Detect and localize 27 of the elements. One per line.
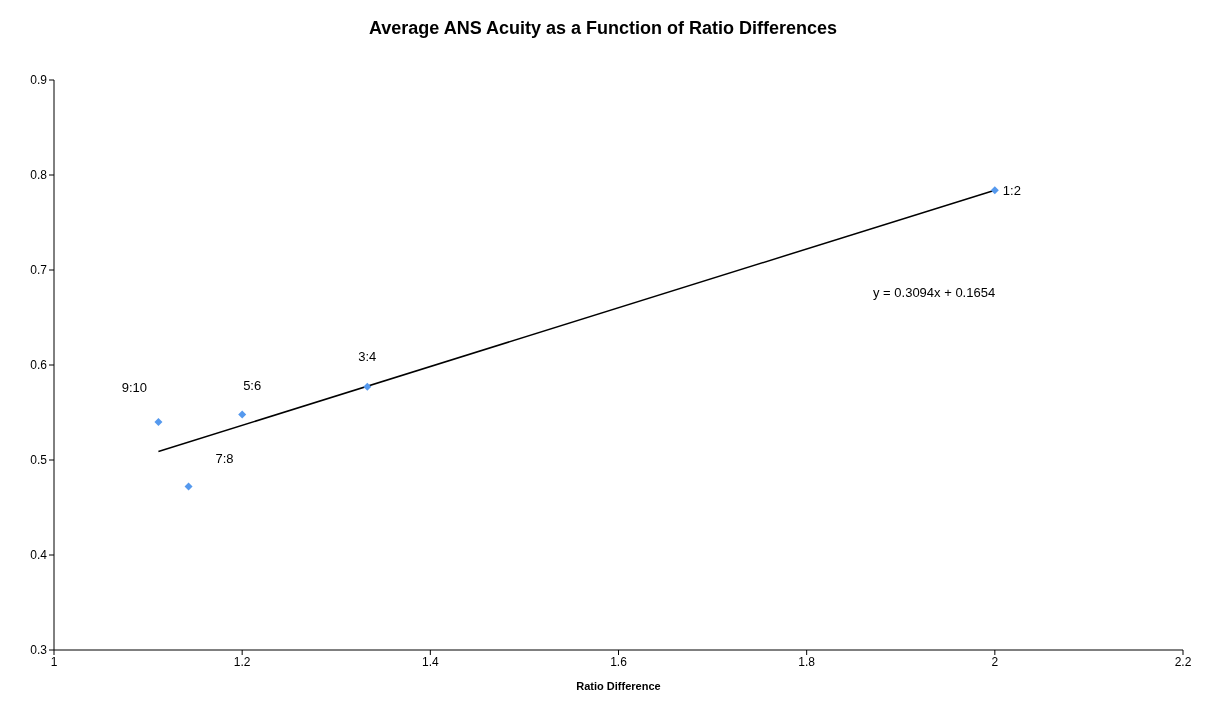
annotation: 1:2	[1002, 183, 1021, 199]
x-tick-label: 1	[50, 654, 58, 669]
point	[238, 410, 247, 419]
x-tick-label: 1.8	[798, 654, 816, 669]
y-tick-label: 0.5	[30, 453, 48, 468]
point	[184, 482, 193, 491]
point	[363, 382, 372, 391]
annotation: 3:4	[358, 348, 377, 364]
point	[990, 186, 999, 195]
annotation: 7:8	[215, 450, 234, 466]
x-tick-label: 1.6	[610, 654, 628, 669]
y-tick-label: 0.6	[30, 358, 48, 373]
x-tick-label: 2	[991, 654, 999, 669]
y-tick-label: 0.8	[30, 168, 48, 183]
x-tick-label: 2.2	[1174, 654, 1192, 669]
x-tick-label: 1.4	[421, 654, 439, 669]
annotation: y = 0.3094x + 0.1654	[873, 285, 996, 300]
y-tick-label: 0.7	[30, 263, 48, 278]
y-tick-label: 0.9	[30, 73, 48, 88]
y-tick-label: 0.3	[30, 643, 48, 658]
chart-title: Average ANS Acuity as a Function of Ratio Differences	[367, 18, 839, 39]
point	[154, 418, 163, 426]
annotation: 9:10	[121, 380, 148, 395]
x-tick-label: 1.2	[233, 654, 251, 669]
annotation: 5:6	[243, 378, 262, 394]
x-axis-title: Ratio Difference	[576, 680, 661, 692]
y-tick-label: 0.4	[30, 548, 48, 563]
